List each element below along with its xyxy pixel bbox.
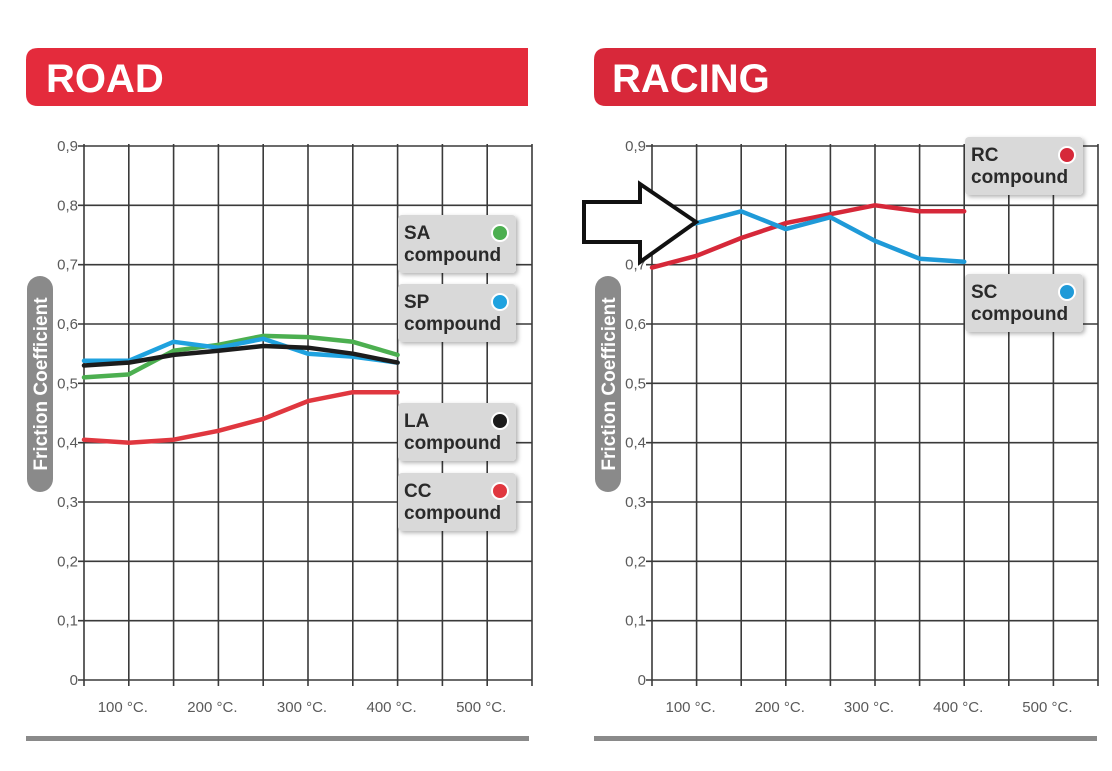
legend-la-compound: compound: [404, 433, 501, 454]
road-ytick-label: 0: [70, 672, 78, 689]
racing-ytick-label: 0,3: [625, 494, 646, 511]
road-xtick-label: 300 °C.: [277, 699, 327, 716]
racing-grid: [646, 144, 1099, 686]
racing-xtick-label: 500 °C.: [1022, 699, 1072, 716]
road-ylabel-pill: [27, 276, 53, 492]
racing-series-sc-line: [649, 209, 967, 264]
legend-sp-dot-icon: [491, 293, 509, 311]
legend-rc-compound: compound: [971, 167, 1068, 188]
legend-sc-box: [965, 274, 1083, 332]
racing-banner-shape: [594, 48, 1096, 106]
road-xtick-label: 500 °C.: [456, 699, 506, 716]
legend-cc-box: [398, 473, 516, 531]
racing-ytick-label: 0,4: [625, 435, 646, 452]
legend-sc-dot-icon: [1058, 283, 1076, 301]
racing-ylabel: Friction Coefficient: [599, 297, 620, 471]
road-ytick-label: 0,8: [57, 197, 78, 214]
legend-rc-label: RC: [971, 145, 999, 166]
racing-bottom-rule: [594, 736, 1097, 741]
road-ytick-label: 0,3: [57, 494, 78, 511]
racing-ylabel-pill: [595, 276, 621, 492]
racing-ytick-label: 0,6: [625, 316, 646, 333]
road-ytick-label: 0,1: [57, 613, 78, 630]
legend-sa-dot-icon: [491, 224, 509, 242]
racing-xtick-label: 300 °C.: [844, 699, 894, 716]
road-bottom-rule: [26, 736, 529, 741]
road-ytick-label: 0,9: [57, 138, 78, 155]
road-series-sa-line: [81, 333, 400, 380]
legend-sc-label: SC: [971, 282, 998, 303]
racing-ytick-label: 0: [638, 672, 646, 689]
road-ytick-label: 0,7: [57, 257, 78, 274]
road-series-la-line: [81, 343, 400, 368]
racing-series-rc-line: [649, 203, 967, 270]
racing-xtick-label: 100 °C.: [665, 699, 715, 716]
legend-la-dot-icon: [491, 412, 509, 430]
road-ytick-label: 0,4: [57, 435, 78, 452]
road-ytick-label: 0,6: [57, 316, 78, 333]
legend-cc-compound: compound: [404, 503, 501, 524]
road-ytick-label: 0,2: [57, 553, 78, 570]
legend-rc-dot-icon: [1058, 146, 1076, 164]
legend-la-box: [398, 403, 516, 461]
road-xtick-label: 200 °C.: [187, 699, 237, 716]
legend-sa-compound: compound: [404, 245, 501, 266]
road-ytick-label: 0,5: [57, 375, 78, 392]
arrow-icon: [582, 180, 700, 266]
legend-rc-box: [965, 137, 1083, 195]
road-series-sp-line: [81, 336, 400, 365]
racing-ytick-label: 0,1: [625, 613, 646, 630]
racing-xtick-label: 200 °C.: [755, 699, 805, 716]
racing-title: RACING: [612, 57, 770, 101]
legend-sp-box: [398, 284, 516, 342]
racing-xtick-label: 400 °C.: [933, 699, 983, 716]
road-chart: 0 0,1 0,2 0,3 0,4 0,5 0,6 0,7 0,8 0,9 100 °C. 200 °…: [27, 138, 533, 716]
racing-ytick-label: 0,9: [625, 138, 646, 155]
road-series-cc-line: [81, 389, 400, 445]
racing-banner: RACING: [594, 48, 1096, 106]
road-xtick-label: 100 °C.: [98, 699, 148, 716]
legend-cc-label: CC: [404, 481, 432, 502]
legend-sp-compound: compound: [404, 314, 501, 335]
road-xtick-label: 400 °C.: [366, 699, 416, 716]
road-title: ROAD: [46, 57, 164, 101]
racing-ytick-label: 0,2: [625, 553, 646, 570]
legend-sc-compound: compound: [971, 304, 1068, 325]
legend-sp-label: SP: [404, 292, 430, 313]
road-banner-shape: [26, 48, 528, 106]
legend-la-label: LA: [404, 411, 430, 432]
road-ylabel: Friction Coefficient: [31, 297, 52, 471]
road-banner: ROAD: [26, 48, 528, 106]
legend-sa-box: [398, 215, 516, 273]
legend-sa-label: SA: [404, 223, 431, 244]
legend-cc-dot-icon: [491, 482, 509, 500]
racing-ytick-label: 0,5: [625, 375, 646, 392]
